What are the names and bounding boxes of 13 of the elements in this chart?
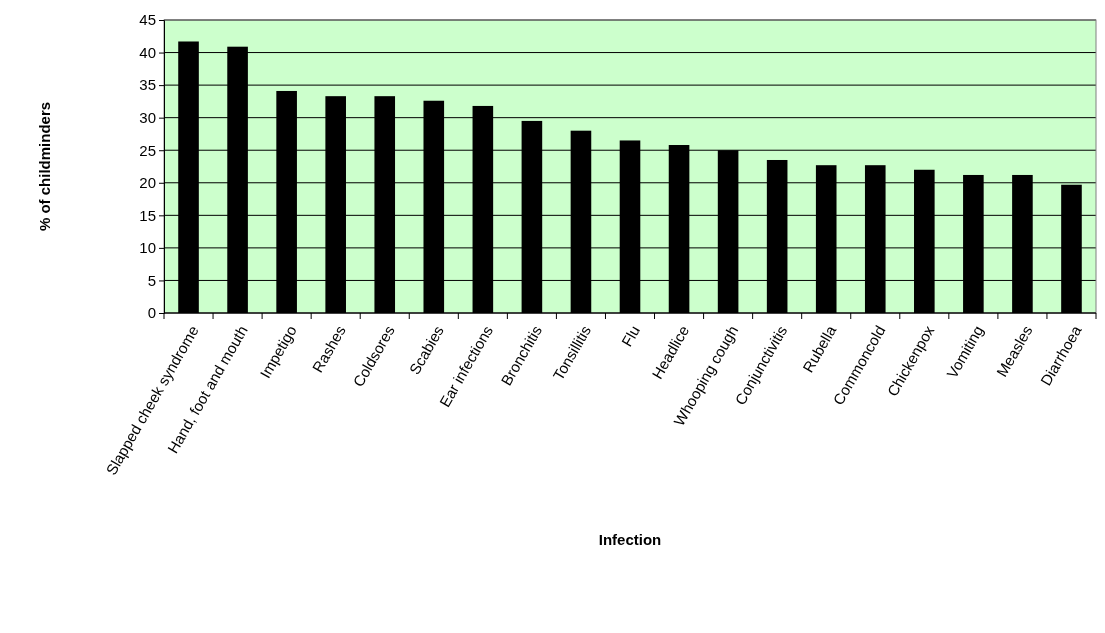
y-tick-label: 5 xyxy=(147,271,156,289)
y-tick-label: 40 xyxy=(139,43,156,61)
y-tick-label: 35 xyxy=(139,76,156,94)
y-tick-label: 20 xyxy=(139,174,156,192)
y-tick-label: 30 xyxy=(139,108,156,126)
y-tick-label: 45 xyxy=(139,11,156,29)
y-tick-label: 15 xyxy=(139,206,156,224)
x-axis-title: Infection xyxy=(598,531,662,548)
y-axis-title: % of childminders xyxy=(36,101,53,232)
x-tick-label: Flu xyxy=(618,322,644,350)
y-tick-label: 0 xyxy=(147,304,156,322)
y-tick-label: 10 xyxy=(139,239,156,257)
y-tick-label: 25 xyxy=(139,141,156,159)
